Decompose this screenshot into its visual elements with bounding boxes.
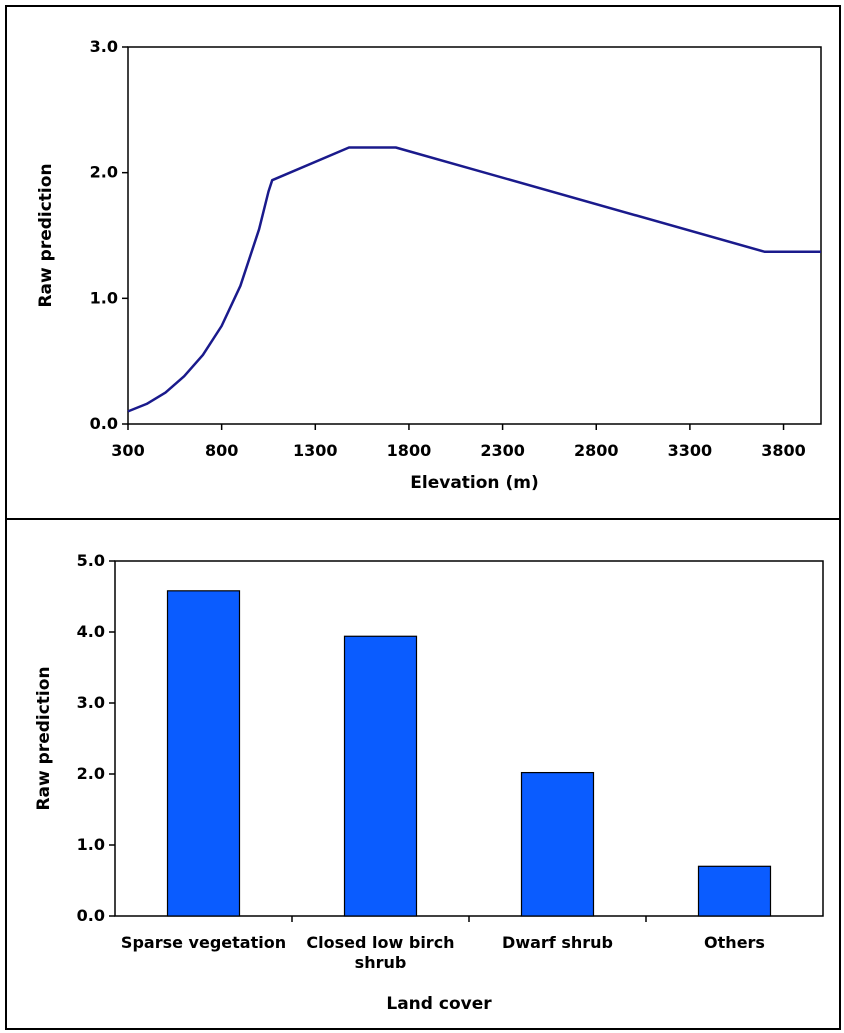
y-tick-label: 4.0 bbox=[77, 622, 105, 641]
x-tick-label: 300 bbox=[111, 441, 144, 460]
x-tick-label: 3300 bbox=[668, 441, 713, 460]
elevation-chart-panel: 0.0 1.0 2.0 3.0 300 800 1300 1800 2300 2800 3300 38… bbox=[5, 5, 841, 520]
y-tick-label: 2.0 bbox=[77, 764, 105, 783]
x-category-label: Closed low birch bbox=[306, 933, 454, 952]
y-tick-label: 1.0 bbox=[77, 835, 105, 854]
y-axis-title: Raw prediction bbox=[36, 163, 56, 307]
y-tick-label: 1.0 bbox=[90, 288, 118, 307]
x-tick-label: 1300 bbox=[293, 441, 338, 460]
bar bbox=[520, 771, 595, 917]
series-line bbox=[127, 146, 821, 413]
bar bbox=[343, 635, 418, 917]
x-axis-title: Elevation (m) bbox=[410, 473, 538, 493]
land-cover-chart-panel: 0.0 1.0 2.0 3.0 4.0 5.0 Sparse vegetation Close… bbox=[5, 518, 841, 1030]
x-tick-label: 2800 bbox=[574, 441, 619, 460]
bar bbox=[697, 865, 772, 917]
y-tick-label: 0.0 bbox=[90, 414, 118, 433]
y-tick-label: 5.0 bbox=[77, 551, 105, 570]
plot-area-frame bbox=[127, 46, 822, 425]
x-tick-label: 2300 bbox=[480, 441, 525, 460]
x-tick-label: 800 bbox=[205, 441, 238, 460]
x-tick-label: 3800 bbox=[761, 441, 806, 460]
x-tick-label: 1800 bbox=[387, 441, 432, 460]
x-category-label: Dwarf shrub bbox=[502, 933, 613, 952]
x-category-label: Sparse vegetation bbox=[121, 933, 286, 952]
x-category-label: Others bbox=[704, 933, 765, 952]
y-tick-label: 3.0 bbox=[90, 37, 118, 56]
x-axis-title: Land cover bbox=[386, 994, 492, 1014]
y-tick-label: 2.0 bbox=[90, 163, 118, 182]
y-tick-label: 3.0 bbox=[77, 693, 105, 712]
land-cover-chart: 0.0 1.0 2.0 3.0 4.0 5.0 Sparse vegetation Close… bbox=[34, 551, 824, 1014]
bar bbox=[166, 590, 241, 917]
elevation-chart: 0.0 1.0 2.0 3.0 300 800 1300 1800 2300 2800 3300 38… bbox=[36, 37, 822, 493]
x-category-label: shrub bbox=[355, 953, 407, 972]
y-tick-label: 0.0 bbox=[77, 906, 105, 925]
y-axis-title: Raw prediction bbox=[34, 666, 54, 810]
